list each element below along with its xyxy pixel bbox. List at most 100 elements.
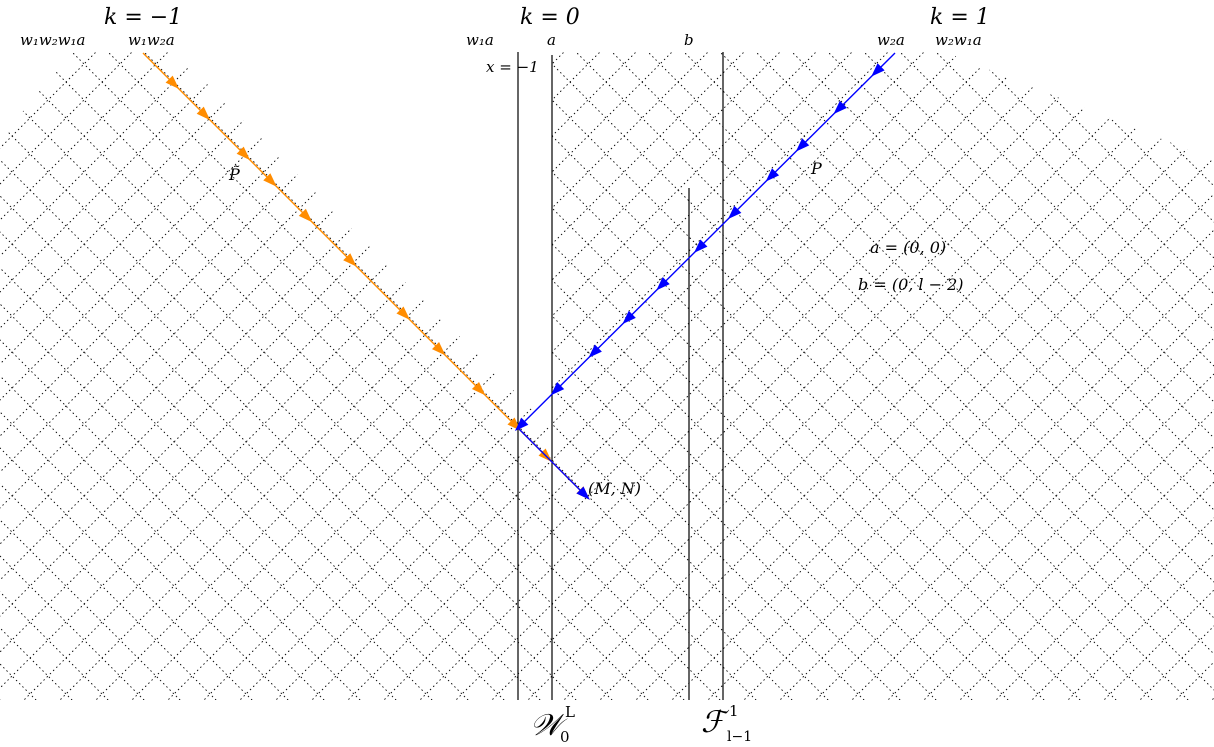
lattice-line [0,52,745,700]
lattice-line [899,52,1214,700]
lattice-line [683,52,1214,700]
label-k-1: k = 1 [930,5,990,30]
lattice-line [0,52,457,700]
lattice-line [0,52,781,700]
lattice-line [719,52,1214,700]
lattice-line [971,52,1214,700]
lattice-line [1079,52,1214,700]
lattice-line [1043,52,1214,700]
lattice-line [215,52,997,700]
lattice-line [683,52,1214,700]
blue-path-arrowhead [693,239,708,253]
lattice-line [575,52,1214,700]
lattice-line [1115,52,1214,700]
lattice-line [539,52,1214,700]
lattice-line [0,52,745,700]
label-wall-f: ℱ [701,705,730,740]
label-b: b [684,31,694,49]
lattice-line [1115,52,1214,700]
lattice-line [0,52,601,700]
lattice-line [0,52,25,700]
blue-path-arrowhead [514,417,529,432]
blue-path-arrowhead [588,344,602,358]
lattice-line [395,52,1177,700]
orange-path-arrowhead [196,106,211,121]
blue-path-arrowhead [656,277,670,291]
lattice-line [179,52,961,700]
lattice-line [0,52,493,700]
orange-path-arrowhead [431,341,446,356]
lattice-line [0,52,709,700]
lattice-line [935,52,1214,700]
blue-path-arrowhead [795,138,810,152]
lattice-line [467,52,1214,700]
orange-path-arrowhead [263,173,277,187]
lattice-line [1079,52,1214,700]
lattice-line [0,52,61,700]
lattice-line [575,52,1214,700]
lattice-line [0,52,493,700]
lattice-line [71,52,853,700]
lattice-line [0,52,169,700]
blue-path-arrowhead [871,63,885,77]
lattice-line [0,52,673,700]
lattice-line [0,52,97,700]
lattice-line [107,52,889,700]
lattice-line [143,52,925,700]
lattice-line [0,52,277,700]
lattice-line [539,52,1214,700]
lattice-line [0,52,25,700]
lattice-line [323,52,1105,700]
orange-path-arrowhead [236,146,251,161]
blue-path-arrowhead [727,205,742,220]
lattice-line [0,52,421,700]
path-p [514,52,896,500]
label-w1a: w₁a [466,31,494,49]
lattice-line [0,52,637,700]
lattice-line [0,52,637,700]
lattice-line [0,52,97,700]
lattice-line [755,52,1214,700]
lattice-line [179,52,961,700]
lattice-line [0,52,565,700]
lattice-line [503,52,1214,700]
label-mn: (M, N) [588,479,641,498]
lattice-line [395,52,1177,700]
lattice-line [0,52,205,700]
lattice-line [0,52,169,700]
lattice-line [359,52,1141,700]
lattice-line [647,52,1214,700]
lattice-line [0,52,133,700]
label-k-minus1: k = −1 [104,5,182,30]
lattice-line [971,52,1214,700]
label-k-0: k = 0 [520,5,580,30]
lattice-line [827,52,1214,700]
lattice-line [1187,52,1214,700]
lattice-line [503,52,1214,700]
lattice-line [35,52,817,700]
lattice-line [0,52,709,700]
label-p: P [810,159,822,178]
lattice-line [647,52,1214,700]
lattice-line [719,52,1214,700]
orange-path-arrowhead [165,75,180,90]
blue-path-arrowhead [765,168,780,182]
label-w2w1a: w₂w₁a [935,31,982,49]
lattice-line [0,52,349,700]
label-b-def: b = (0, l − 2) [858,275,964,294]
lattice-line [0,52,241,700]
blue-path-arrowhead [833,100,847,115]
label-a: a [547,31,556,49]
label-wall-w-sub: 0 [560,728,570,746]
lattice-line [0,52,529,700]
lattice-line [1187,52,1214,700]
lattice-line [1007,52,1214,700]
blue-path-arrowhead [550,382,565,396]
lattice-line [611,52,1214,700]
lattice-line [0,52,313,700]
label-w1w2a: w₁w₂a [128,31,175,49]
blue-path-line [517,52,896,498]
lattice-line [899,52,1214,700]
label-w2a: w₂a [877,31,905,49]
